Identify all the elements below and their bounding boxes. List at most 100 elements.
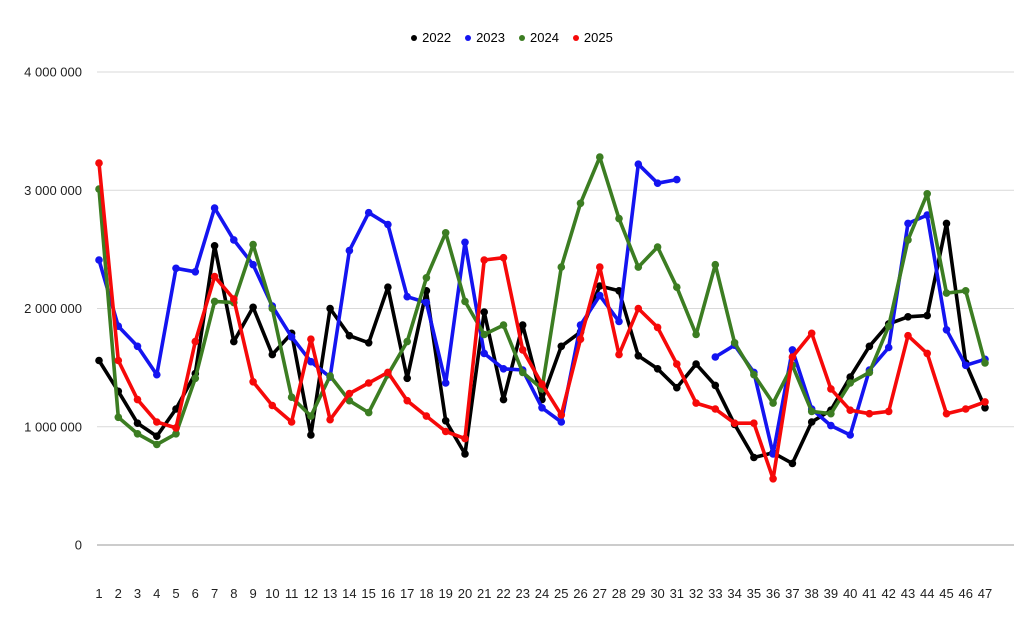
data-point-2024 [133, 430, 142, 438]
data-point-2025 [230, 295, 238, 303]
data-point-2022 [210, 242, 219, 250]
data-point-2024 [307, 412, 315, 420]
data-point-2024 [596, 153, 604, 161]
x-axis-label: 36 [766, 586, 780, 601]
data-point-2024 [981, 359, 989, 367]
x-axis-label: 45 [939, 586, 953, 601]
data-point-2022 [499, 395, 508, 404]
data-point-2023 [615, 317, 623, 326]
data-point-2025 [441, 427, 450, 436]
data-point-2025 [692, 399, 700, 407]
x-axis-label: 14 [342, 586, 356, 601]
y-axis-label: 3 000 000 [24, 183, 82, 198]
data-point-2024 [942, 289, 951, 297]
x-axis-label: 25 [554, 586, 568, 601]
data-point-2024 [846, 379, 854, 387]
x-axis-label: 13 [323, 586, 337, 601]
data-point-2022 [673, 383, 681, 392]
data-point-2024 [210, 297, 219, 306]
x-axis-label: 1 [95, 586, 102, 601]
data-point-2025 [653, 323, 662, 332]
data-point-2023 [673, 175, 681, 184]
data-point-2025 [499, 253, 508, 262]
data-point-2024 [480, 330, 489, 339]
x-axis-label: 28 [612, 586, 626, 601]
data-point-2022 [461, 450, 469, 458]
y-axis-label: 0 [75, 538, 82, 553]
x-axis-label: 19 [438, 586, 452, 601]
y-axis-label: 2 000 000 [24, 301, 82, 316]
data-point-2025 [730, 419, 739, 428]
data-point-2024 [827, 409, 835, 418]
data-point-2024 [461, 297, 469, 306]
data-point-2022 [153, 432, 161, 441]
data-point-2025 [750, 419, 758, 428]
x-axis-label: 33 [708, 586, 722, 601]
data-point-2025 [268, 401, 277, 410]
data-point-2025 [904, 331, 912, 340]
data-point-2025 [133, 395, 142, 404]
data-point-2023 [95, 256, 103, 264]
data-point-2022 [268, 350, 277, 359]
data-point-2022 [846, 373, 854, 381]
data-point-2022 [653, 365, 662, 373]
x-axis-label: 11 [285, 586, 299, 601]
data-point-2025 [981, 398, 989, 406]
data-point-2024 [557, 263, 566, 271]
data-point-2025 [95, 159, 103, 167]
legend-marker-2022 [411, 34, 418, 41]
data-point-2023 [711, 353, 720, 361]
data-point-2022 [557, 342, 566, 351]
data-point-2023 [307, 357, 315, 366]
data-point-2025 [884, 407, 893, 416]
data-point-2022 [634, 352, 643, 360]
data-point-2022 [326, 304, 334, 313]
x-axis-label: 9 [249, 586, 256, 601]
data-point-2025 [307, 335, 315, 344]
data-point-2022 [345, 331, 354, 340]
x-axis-label: 26 [573, 586, 587, 601]
data-point-2022 [364, 339, 373, 347]
data-point-2022 [480, 308, 489, 316]
data-point-2025 [326, 415, 334, 424]
data-point-2024 [692, 330, 700, 339]
legend-item-2025: 2025 [572, 30, 613, 45]
x-axis-label: 46 [959, 586, 973, 601]
data-point-2023 [961, 361, 970, 370]
data-point-2025 [384, 368, 392, 377]
data-point-2023 [827, 421, 835, 430]
legend-marker-2025 [572, 34, 579, 41]
data-point-2025 [769, 475, 777, 483]
x-axis-label: 21 [477, 586, 491, 601]
data-point-2025 [422, 412, 431, 420]
chart-legend: 2022 2023 2024 2025 [0, 30, 1024, 45]
data-point-2022 [981, 404, 989, 412]
data-point-2025 [827, 385, 835, 393]
x-axis-label: 6 [192, 586, 199, 601]
data-point-2023 [634, 160, 643, 168]
data-point-2023 [557, 418, 566, 426]
x-axis-label: 30 [650, 586, 664, 601]
data-point-2023 [210, 204, 219, 212]
data-point-2022 [307, 431, 315, 439]
x-axis-label: 10 [265, 586, 279, 601]
data-point-2023 [172, 264, 180, 273]
data-point-2025 [961, 405, 970, 413]
data-point-2022 [172, 405, 180, 413]
data-point-2024 [287, 393, 296, 402]
data-point-2024 [364, 408, 373, 417]
data-point-2022 [384, 283, 392, 292]
data-point-2025 [518, 346, 527, 354]
data-point-2025 [287, 418, 296, 426]
data-point-2024 [114, 413, 123, 422]
data-point-2024 [904, 236, 912, 244]
x-axis-label: 27 [593, 586, 607, 601]
data-point-2023 [538, 404, 546, 412]
data-point-2023 [846, 431, 854, 439]
data-point-2024 [865, 368, 874, 377]
data-point-2024 [422, 274, 431, 282]
x-axis-label: 7 [211, 586, 218, 601]
x-axis-label: 18 [419, 586, 433, 601]
data-point-2024 [441, 229, 450, 237]
